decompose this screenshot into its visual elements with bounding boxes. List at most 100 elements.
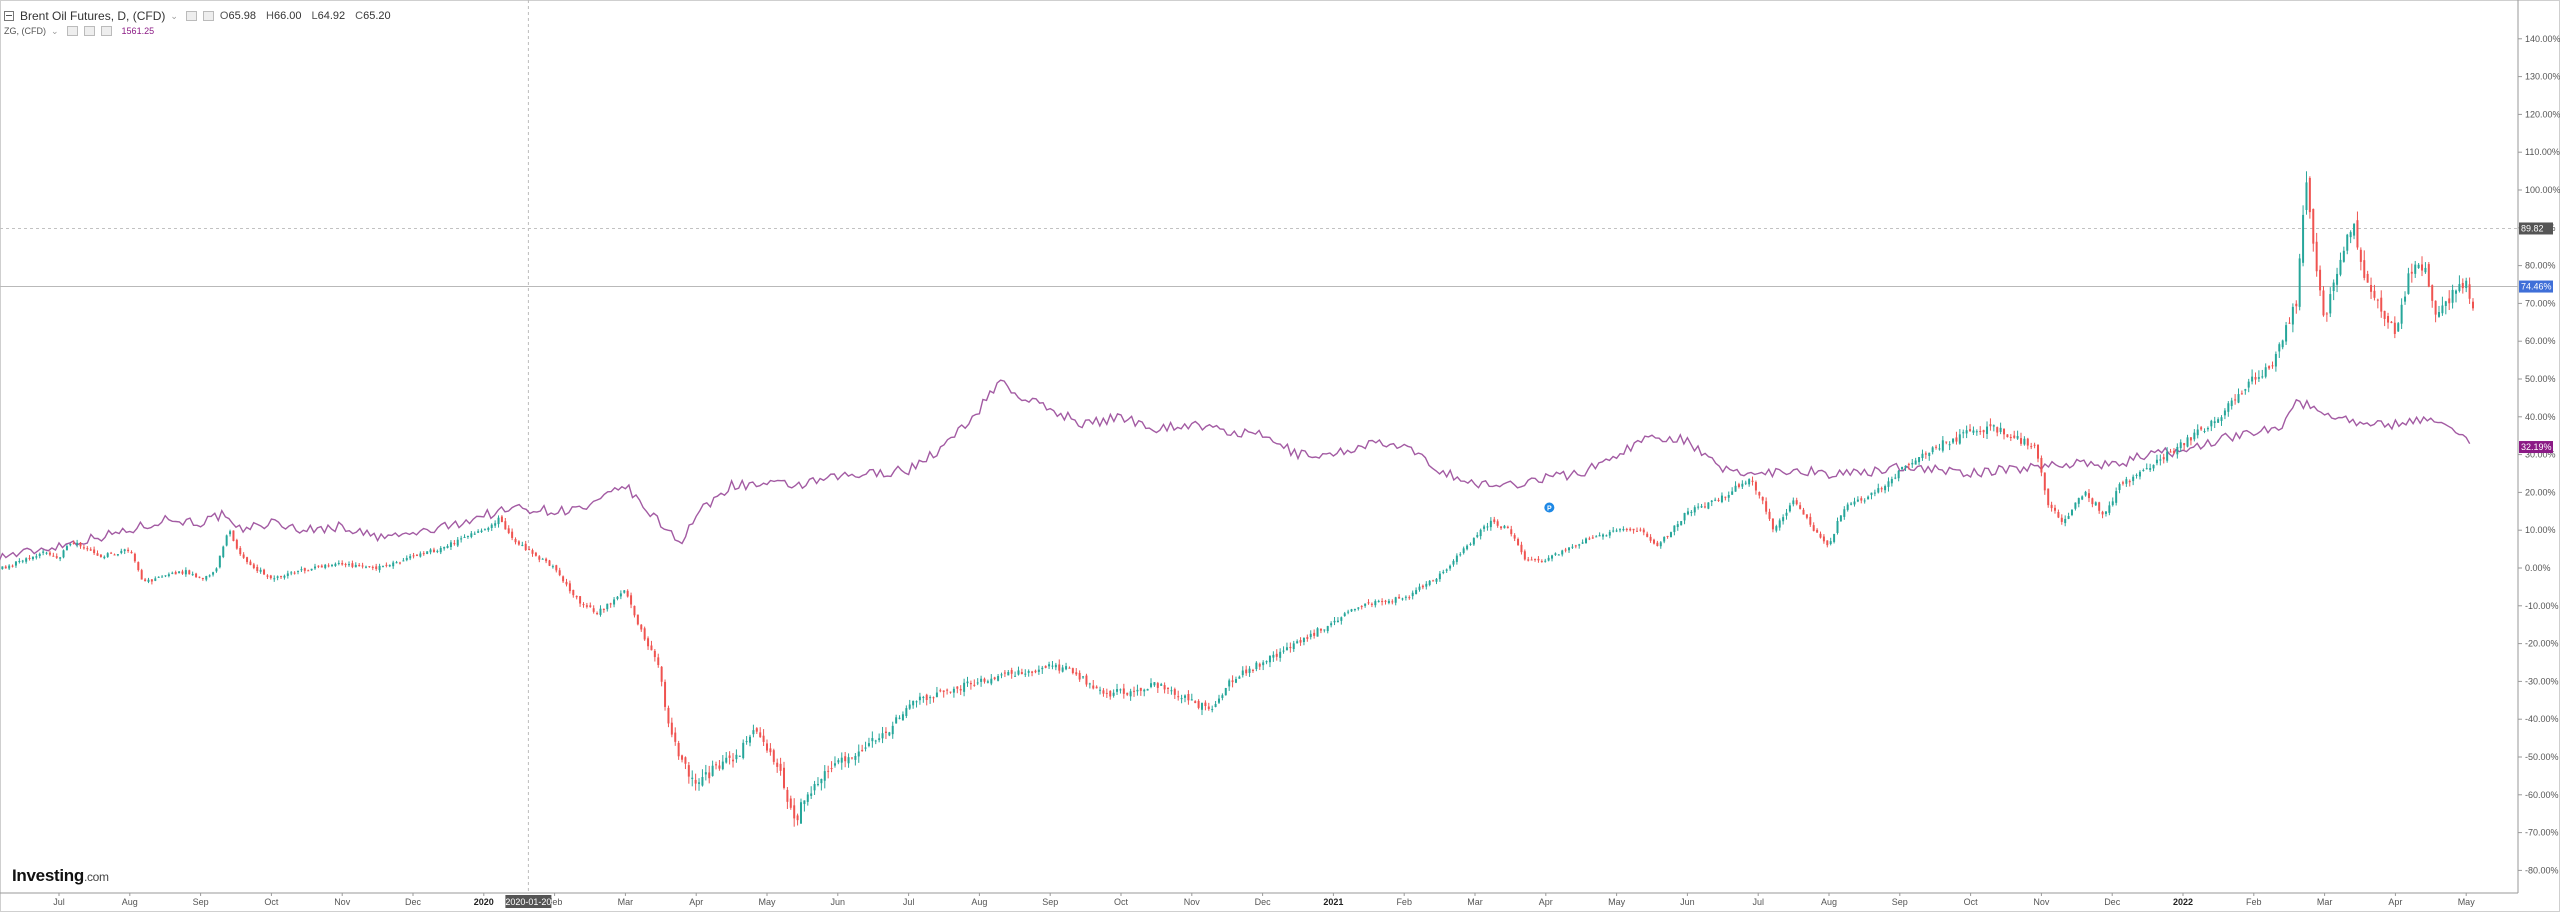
candle-body xyxy=(1119,689,1122,691)
candle-body xyxy=(1343,613,1346,617)
candle-body xyxy=(2404,296,2407,302)
candle-body xyxy=(833,763,836,766)
candle-body xyxy=(460,538,463,540)
candle-body xyxy=(1979,431,1982,433)
chevron-down-icon[interactable]: ⌄ xyxy=(51,26,59,36)
candle-body xyxy=(93,549,96,554)
candle-body xyxy=(1109,691,1112,697)
candle-body xyxy=(45,552,48,554)
candle-body xyxy=(280,576,283,578)
candle-body xyxy=(1160,684,1163,686)
compare-symbol[interactable]: ZG, (CFD) xyxy=(4,26,46,36)
candle-body xyxy=(534,552,537,556)
candle-body xyxy=(517,541,520,545)
candle-body xyxy=(993,677,996,680)
candle-body xyxy=(2329,294,2332,314)
candle-body xyxy=(990,678,993,684)
candle-body xyxy=(2295,303,2298,307)
candle-body xyxy=(103,556,106,559)
candle-body xyxy=(776,762,779,767)
candle-body xyxy=(1370,603,1373,605)
candle-body xyxy=(1258,663,1261,667)
candle-body xyxy=(2091,498,2094,505)
candle-body xyxy=(749,736,752,743)
chevron-down-icon[interactable]: ⌄ xyxy=(170,11,178,21)
candle-body xyxy=(2366,273,2369,283)
candle-body xyxy=(837,760,840,763)
candle-body xyxy=(980,678,983,682)
candle-body xyxy=(35,556,38,558)
candle-body xyxy=(847,757,850,764)
candle-body xyxy=(1724,496,1727,498)
candle-body xyxy=(127,549,130,552)
candle-body xyxy=(201,578,204,580)
settings-icon[interactable] xyxy=(185,11,197,21)
candle-body xyxy=(347,564,350,566)
candle-body xyxy=(2081,496,2084,500)
hide-icon[interactable] xyxy=(202,11,214,21)
candle-body xyxy=(2322,290,2325,316)
hide-icon[interactable] xyxy=(83,26,95,36)
candle-body xyxy=(2376,299,2379,301)
candle-body xyxy=(443,547,446,549)
candle-body xyxy=(1999,427,2002,432)
candle-body xyxy=(541,558,544,560)
candle-body xyxy=(1442,571,1445,573)
candle-body xyxy=(2183,443,2186,446)
candle-body xyxy=(2370,284,2373,292)
candle-body xyxy=(246,557,249,563)
candle-body xyxy=(1629,528,1632,531)
candle-body xyxy=(2427,264,2430,287)
candle-body xyxy=(300,569,303,571)
crosshair-date-badge xyxy=(505,895,552,908)
close-value: C65.20 xyxy=(355,10,391,22)
candle-body xyxy=(1802,509,1805,515)
remove-icon[interactable] xyxy=(100,26,112,36)
collapse-icon[interactable] xyxy=(4,11,14,21)
candle-body xyxy=(1146,688,1149,691)
candle-body xyxy=(2162,457,2165,460)
candle-body xyxy=(446,545,449,548)
candle-body xyxy=(769,748,772,753)
settings-icon[interactable] xyxy=(66,26,78,36)
candle-body xyxy=(568,583,571,592)
candle-body xyxy=(1483,526,1486,529)
candle-body xyxy=(840,757,843,763)
candle-body xyxy=(2291,306,2294,325)
candle-body xyxy=(1901,466,1904,470)
candle-body xyxy=(419,553,422,557)
candle-body xyxy=(1122,688,1125,694)
candle-body xyxy=(1588,538,1591,540)
symbol-name[interactable]: Brent Oil Futures, D, (CFD) xyxy=(20,9,166,23)
candle-body xyxy=(1340,617,1343,621)
candle-body xyxy=(694,779,697,784)
candle-body xyxy=(2128,480,2131,483)
candle-body xyxy=(691,777,694,779)
candle-body xyxy=(1401,598,1404,600)
investing-logo[interactable]: Investing.com xyxy=(12,866,109,885)
candle-body xyxy=(283,575,286,578)
candle-body xyxy=(1690,511,1693,513)
candle-body xyxy=(218,555,221,568)
candle-body xyxy=(1078,672,1081,680)
candle-body xyxy=(252,564,255,568)
candle-body xyxy=(144,579,147,582)
candle-body xyxy=(310,568,313,571)
y-tick-label: -70.00% xyxy=(2525,828,2559,838)
candle-body xyxy=(354,564,357,568)
candle-body xyxy=(48,552,51,555)
candle-body xyxy=(1928,452,1931,456)
candle-body xyxy=(1234,679,1237,683)
candle-body xyxy=(2050,504,2053,509)
candle-body xyxy=(2244,389,2247,391)
candle-body xyxy=(2237,394,2240,403)
candle-body xyxy=(1822,536,1825,542)
candle-body xyxy=(463,536,466,538)
candle-body xyxy=(2152,464,2155,469)
candle-body xyxy=(2030,446,2033,448)
candle-body xyxy=(1455,555,1458,562)
candle-body xyxy=(1941,440,1944,451)
candle-body xyxy=(973,684,976,686)
